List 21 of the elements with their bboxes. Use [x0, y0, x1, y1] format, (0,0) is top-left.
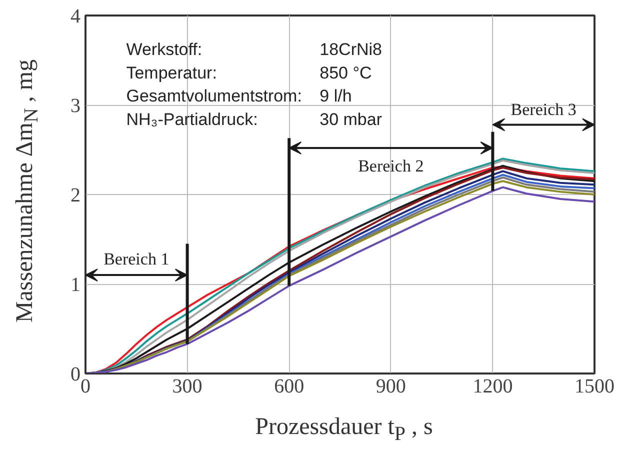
annotation: Bereich 1 [104, 249, 170, 268]
annotation: Werkstoff: [126, 40, 202, 60]
y-tick-label: 3 [70, 95, 80, 117]
y-tick-label: 1 [70, 274, 80, 296]
annotation: 9 l/h [320, 86, 352, 106]
annotation: Temperatur: [126, 63, 217, 82]
x-tick-label: 900 [376, 376, 406, 398]
annotation: 18CrNi8 [320, 40, 382, 60]
annotation: 850 °C [320, 63, 372, 82]
annotation: 30 mbar [320, 110, 382, 129]
x-tick-label: 1500 [574, 376, 614, 398]
y-tick-label: 4 [70, 6, 80, 28]
annotation: NH₃-Partialdruck: [126, 110, 258, 129]
x-tick-label: 300 [172, 376, 202, 398]
annotation: Bereich 2 [358, 156, 424, 176]
x-tick-label: 600 [274, 376, 304, 398]
x-tick-label: 1200 [472, 376, 513, 398]
annotation: Gesamtvolumentstrom: [126, 86, 302, 106]
annotation: Bereich 3 [510, 100, 576, 119]
y-tick-label: 2 [70, 184, 80, 206]
x-axis-title: Prozessdauer t$_{P}$ , s [255, 413, 433, 447]
